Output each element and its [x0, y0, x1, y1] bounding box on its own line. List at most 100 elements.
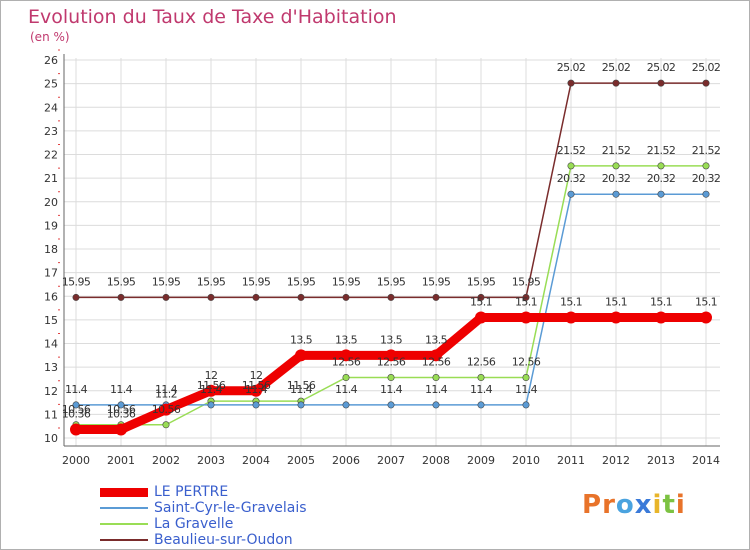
legend-item: Beaulieu-sur-Oudon	[100, 532, 307, 548]
data-point	[610, 311, 622, 324]
y-tick-label: 18	[44, 243, 58, 256]
data-point	[387, 401, 395, 409]
data-point	[117, 293, 125, 301]
data-point	[430, 349, 442, 362]
data-label: 15.1	[605, 296, 627, 309]
chart-title: Evolution du Taux de Taxe d'Habitation	[28, 6, 397, 28]
data-point	[522, 401, 530, 409]
data-point	[432, 374, 440, 382]
data-point	[657, 79, 665, 87]
line-chart: 10 11 12 13 14 15 16 17 18 19 20 21 22 23 24 25 26 2000 20…	[44, 49, 721, 467]
data-label: 20.32	[647, 172, 676, 185]
data-point	[477, 293, 485, 301]
logo-letter: x	[634, 490, 653, 520]
data-label: 15.1	[650, 296, 672, 309]
y-tick-label: 25	[44, 78, 58, 91]
data-point	[700, 311, 712, 324]
logo-letter: P	[582, 490, 603, 520]
x-tick-label: 2003	[197, 454, 225, 467]
data-point	[342, 401, 350, 409]
series-group	[70, 79, 712, 436]
x-tick-label: 2004	[242, 454, 270, 467]
data-label: 15.95	[377, 275, 406, 288]
data-label: 11.4	[245, 383, 268, 396]
data-point	[297, 401, 305, 409]
data-label: 21.52	[692, 144, 721, 157]
legend-label: La Gravelle	[154, 516, 234, 532]
data-label: 10.56	[152, 403, 181, 416]
x-tick-label: 2014	[692, 454, 720, 467]
data-label: 11.56	[287, 379, 316, 392]
y-tick-label: 23	[44, 125, 58, 138]
data-point	[432, 293, 440, 301]
data-label: 11.4	[110, 383, 133, 396]
axes: 10 11 12 13 14 15 16 17 18 19 20 21 22 23 24 25 26 2000 20…	[44, 49, 720, 467]
data-label: 25.02	[692, 61, 721, 74]
data-label: 15.1	[695, 296, 717, 309]
data-label: 11.4	[515, 383, 538, 396]
x-tick-label: 2002	[152, 454, 180, 467]
data-label: 12	[205, 369, 218, 382]
legend-swatch	[100, 523, 148, 525]
data-label: 25.02	[602, 61, 631, 74]
data-label: 11.56	[242, 379, 271, 392]
data-label: 11.4	[335, 383, 358, 396]
x-tick-label: 2008	[422, 454, 450, 467]
data-point	[340, 349, 352, 362]
y-tick-label: 17	[44, 267, 58, 280]
data-point	[207, 293, 215, 301]
data-label: 11.4	[65, 383, 88, 396]
proxiti-logo: Proxiti	[582, 490, 686, 520]
x-tick-label: 2013	[647, 454, 675, 467]
logo-letter: i	[675, 490, 686, 520]
data-label: 15.95	[332, 275, 361, 288]
data-point	[612, 79, 620, 87]
x-tick-label: 2005	[287, 454, 315, 467]
x-tick-label: 2012	[602, 454, 630, 467]
data-label: 15.95	[152, 275, 181, 288]
data-label: 15.95	[242, 275, 271, 288]
data-point	[342, 374, 350, 382]
y-tick-label: 14	[44, 338, 58, 351]
data-point	[252, 401, 260, 409]
data-label: 15.95	[287, 275, 316, 288]
data-point	[657, 162, 665, 170]
logo-letter: r	[602, 490, 616, 520]
data-label: 11.4	[425, 383, 448, 396]
data-point	[117, 401, 125, 409]
data-label: 13.5	[335, 333, 358, 346]
data-label: 12.56	[377, 356, 406, 369]
data-label: 12.56	[467, 356, 496, 369]
y-tick-label: 26	[44, 54, 58, 67]
data-label: 12.56	[422, 356, 451, 369]
data-label: 11.4	[200, 383, 223, 396]
data-label: 15.95	[62, 275, 91, 288]
data-label: 20.32	[692, 172, 721, 185]
data-label: 11.4	[470, 383, 493, 396]
x-tick-label: 2001	[107, 454, 135, 467]
legend: LE PERTRE Saint-Cyr-le-Gravelais La Gravel…	[100, 484, 307, 548]
data-label: 21.52	[602, 144, 631, 157]
data-label: 11.4	[155, 383, 178, 396]
data-label: 10.56	[107, 403, 136, 416]
x-tick-label: 2009	[467, 454, 495, 467]
x-tick-label: 2011	[557, 454, 585, 467]
data-point	[160, 403, 172, 416]
logo-letter: i	[652, 490, 663, 520]
data-label: 13.5	[290, 333, 313, 346]
data-label: 10.36	[107, 407, 136, 420]
data-point	[162, 293, 170, 301]
legend-item: Saint-Cyr-le-Gravelais	[100, 500, 307, 516]
data-point	[567, 79, 575, 87]
data-point	[702, 79, 710, 87]
data-point	[477, 401, 485, 409]
unit-label: (en %)	[30, 30, 70, 44]
y-tick-label: 15	[44, 314, 58, 327]
data-label: 15.95	[197, 275, 226, 288]
data-point	[205, 384, 217, 397]
data-point	[387, 374, 395, 382]
data-label: 25.02	[557, 61, 586, 74]
data-label: 12.56	[332, 356, 361, 369]
y-tick-label: 11	[44, 408, 58, 421]
